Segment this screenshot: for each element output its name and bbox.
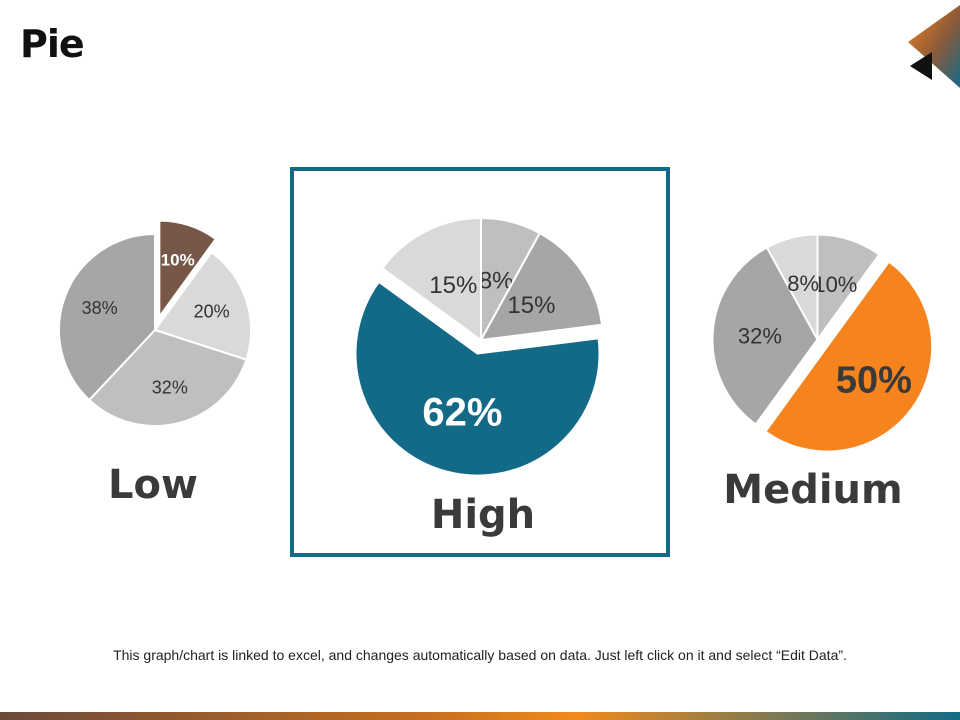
footnote: This graph/chart is linked to excel, and…	[113, 647, 847, 663]
chart-title-medium: Medium	[723, 467, 903, 513]
highlight-box	[290, 167, 670, 557]
back-arrow-icon[interactable]	[910, 52, 932, 80]
pie-data-label-low-0: 10%	[161, 251, 195, 270]
pie-data-label-high-3: 15%	[429, 272, 477, 299]
page-title: Pie	[20, 22, 85, 66]
pie-data-label-high-2: 62%	[422, 391, 502, 435]
pie-data-label-medium-1: 50%	[836, 359, 912, 401]
pie-slice-low-1	[153, 250, 252, 361]
pie-slice-high-2	[354, 280, 601, 477]
pie-data-label-medium-3: 8%	[787, 271, 819, 296]
pie-slice-medium-3	[765, 233, 819, 340]
pie-chart-high: 8%15%62%15%	[354, 216, 604, 477]
pie-data-label-medium-0: 10%	[813, 272, 857, 297]
pie-slice-medium-1	[764, 260, 934, 453]
pie-chart-low: 10% 20% 32% 38%	[58, 219, 252, 427]
pie-slice-medium-2	[711, 246, 819, 426]
pie-data-label-high-1: 15%	[507, 292, 555, 319]
pie-slice-low-2	[87, 328, 248, 427]
corner-decoration	[908, 5, 960, 88]
bottom-accent-bar	[0, 712, 960, 720]
pie-slice-low-3	[58, 232, 156, 402]
pie-slice-high-1	[479, 231, 604, 342]
chart-title-high: High	[430, 492, 536, 538]
pie-data-label-low-2: 32%	[152, 378, 188, 398]
chart-title-low: Low	[108, 462, 198, 508]
pie-slice-high-3	[380, 216, 482, 342]
pie-data-label-medium-2: 32%	[738, 323, 782, 348]
pie-slice-low-0	[158, 219, 218, 320]
pie-data-label-low-3: 38%	[82, 298, 118, 318]
pie-data-label-low-1: 20%	[194, 302, 230, 322]
pie-chart-medium: 10% 50% 32% 8%	[711, 233, 934, 453]
